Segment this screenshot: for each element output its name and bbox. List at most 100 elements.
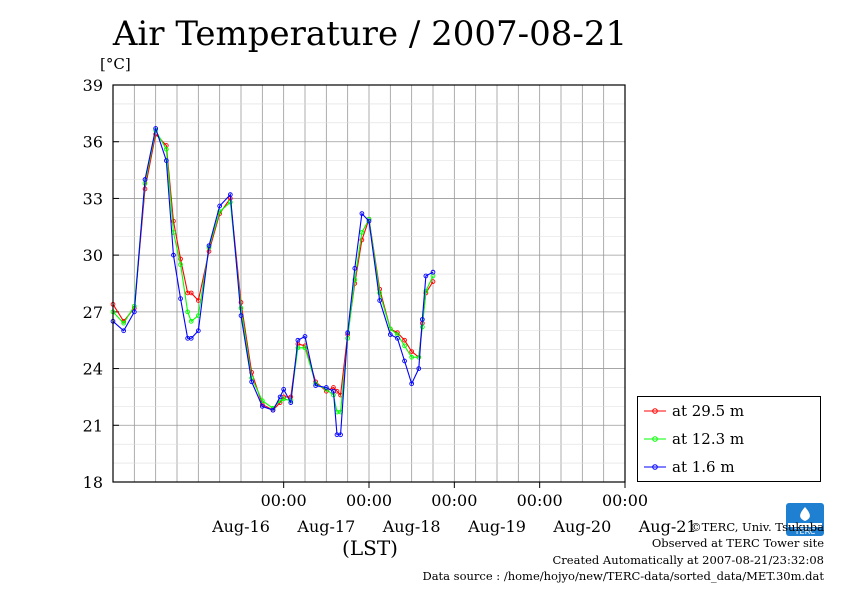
data-point bbox=[259, 404, 265, 409]
observed-text: Observed at TERC Tower site bbox=[651, 536, 824, 551]
data-point bbox=[387, 332, 393, 337]
data-point bbox=[206, 243, 212, 249]
data-point bbox=[395, 335, 400, 341]
data-point bbox=[281, 396, 287, 402]
y-axis-ticks: 18 21 24 27 30 33 36 39 bbox=[83, 76, 119, 492]
data-point bbox=[416, 354, 422, 360]
terc-logo-icon: TERC bbox=[786, 503, 824, 536]
data-point bbox=[377, 298, 383, 303]
data-point bbox=[121, 328, 127, 334]
data-point bbox=[331, 388, 336, 394]
y-tick-label: 27 bbox=[83, 303, 103, 322]
data-point bbox=[163, 146, 169, 152]
legend-label: at 12.3 m bbox=[672, 430, 745, 448]
data-point bbox=[409, 381, 415, 387]
x-tick-label: 00:00 bbox=[602, 491, 648, 510]
svg-text:TERC: TERC bbox=[794, 527, 816, 536]
y-tick-label: 21 bbox=[83, 416, 103, 435]
data-point bbox=[402, 343, 407, 349]
data-point bbox=[195, 328, 201, 334]
data-point bbox=[277, 394, 283, 400]
chart-title: Air Temperature / 2007-08-21 bbox=[112, 14, 628, 54]
data-point bbox=[416, 366, 422, 371]
legend-item: at 12.3 m bbox=[644, 429, 744, 449]
data-point bbox=[402, 337, 407, 343]
data-point bbox=[217, 203, 223, 209]
data-point bbox=[185, 309, 191, 315]
series-line bbox=[112, 128, 434, 413]
data-point bbox=[131, 309, 137, 315]
x-day-label: Aug-21 bbox=[638, 517, 697, 536]
data-point bbox=[345, 330, 351, 336]
x-axis-title: (LST) bbox=[342, 536, 398, 560]
data-point bbox=[313, 383, 319, 388]
data-point bbox=[142, 177, 148, 182]
copyright-text: ©TERC, Univ. Tsukuba bbox=[690, 520, 824, 534]
data-point bbox=[409, 349, 415, 354]
y-tick-label: 24 bbox=[83, 360, 103, 379]
legend-item: at 29.5 m bbox=[644, 401, 744, 421]
data-point bbox=[178, 296, 183, 301]
x-day-label: Aug-19 bbox=[467, 517, 526, 536]
data-point bbox=[295, 337, 301, 343]
plot-frame bbox=[112, 84, 626, 483]
data-point bbox=[227, 192, 233, 197]
data-point bbox=[423, 288, 429, 294]
y-axis-unit: [°C] bbox=[100, 55, 131, 73]
data-point bbox=[249, 379, 255, 385]
x-tick-label: 00:00 bbox=[261, 491, 307, 510]
legend-marker-icon bbox=[644, 436, 666, 442]
series-line bbox=[112, 126, 434, 436]
y-tick-label: 39 bbox=[83, 76, 103, 95]
data-point bbox=[302, 334, 308, 339]
data-point bbox=[188, 318, 194, 324]
legend-label: at 1.6 m bbox=[672, 458, 735, 476]
data-point bbox=[352, 277, 358, 283]
data-point bbox=[178, 256, 183, 262]
chart-footer: ©TERC, Univ. Tsukuba Observed at TERC To… bbox=[404, 519, 824, 584]
x-axis-ticks: 00:00 00:00 00:00 00:00 00:00 Aug-16 Aug-17 Aug… bbox=[211, 482, 697, 536]
data-point bbox=[188, 335, 194, 341]
y-tick-label: 30 bbox=[83, 246, 103, 265]
created-text: Created Automatically at 2007-08-21/23:3… bbox=[552, 552, 825, 567]
data-point bbox=[377, 290, 383, 296]
chart-grid bbox=[113, 85, 625, 482]
data-point bbox=[359, 237, 365, 243]
data-point bbox=[238, 313, 244, 318]
data-point bbox=[430, 279, 436, 284]
y-tick-label: 36 bbox=[83, 133, 103, 152]
data-point bbox=[366, 218, 372, 224]
y-tick-label: 18 bbox=[83, 473, 103, 492]
data-point bbox=[323, 385, 329, 390]
data-point bbox=[178, 262, 183, 267]
data-point bbox=[352, 266, 358, 271]
data-point bbox=[121, 320, 127, 326]
data-point bbox=[270, 407, 276, 413]
data-point bbox=[402, 358, 407, 364]
x-tick-label: 00:00 bbox=[517, 491, 563, 510]
data-point bbox=[423, 273, 429, 279]
data-point bbox=[171, 218, 176, 224]
legend-label: at 29.5 m bbox=[672, 402, 745, 420]
legend-item: at 1.6 m bbox=[644, 457, 735, 477]
data-point bbox=[419, 317, 425, 322]
x-tick-label: 00:00 bbox=[346, 491, 392, 510]
x-day-label: Aug-20 bbox=[552, 517, 611, 536]
data-point bbox=[281, 387, 287, 392]
legend-marker-icon bbox=[644, 464, 666, 470]
x-day-label: Aug-18 bbox=[382, 517, 441, 536]
source-text: Data source : /home/hojyo/new/TERC-data/… bbox=[422, 568, 824, 583]
x-tick-label: 00:00 bbox=[431, 491, 477, 510]
data-point bbox=[171, 252, 176, 258]
data-point bbox=[295, 345, 301, 351]
y-tick-label: 33 bbox=[83, 189, 103, 208]
x-day-label: Aug-16 bbox=[211, 517, 270, 536]
data-point bbox=[338, 432, 343, 438]
data-point bbox=[153, 126, 159, 131]
data-point bbox=[163, 158, 169, 163]
data-point bbox=[359, 211, 365, 216]
x-day-label: Aug-17 bbox=[296, 517, 355, 536]
legend-marker-icon bbox=[644, 408, 666, 414]
data-point bbox=[430, 269, 436, 275]
